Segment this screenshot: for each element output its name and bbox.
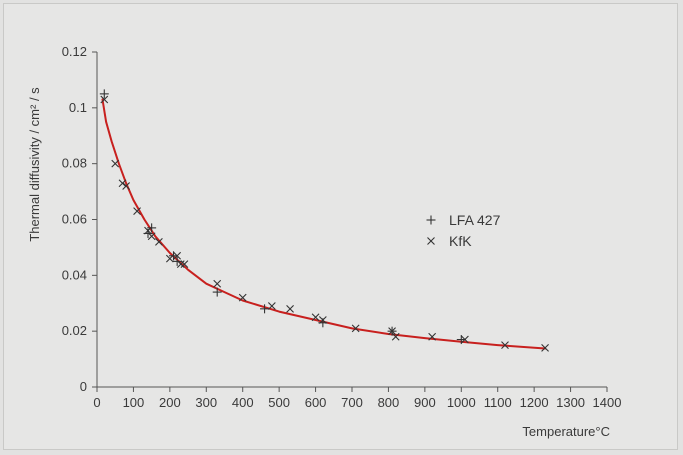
x-tick-label: 0 xyxy=(93,395,100,410)
x-tick-label: 700 xyxy=(341,395,363,410)
y-tick-label: 0.12 xyxy=(62,44,87,59)
x-marker-b xyxy=(318,316,327,324)
x-tick-label: 800 xyxy=(378,395,400,410)
x-marker-b xyxy=(165,254,174,263)
fit-curve-layer xyxy=(101,98,547,350)
x-tick-label: 300 xyxy=(195,395,217,410)
data-point-x xyxy=(180,260,189,269)
chart-svg: 0 100 200 300 400 500 600 700 800 900 1000 1100 1200… xyxy=(27,44,622,439)
data-point-plus xyxy=(260,304,270,314)
data-point-x xyxy=(541,344,549,352)
x-tick-label: 1300 xyxy=(556,395,585,410)
data-point-x xyxy=(351,324,360,333)
x-tick-label: 1400 xyxy=(593,395,622,410)
x-marker-b xyxy=(501,341,509,350)
legend-label: LFA 427 xyxy=(449,212,501,228)
x-marker-b xyxy=(155,237,163,246)
data-point-x xyxy=(122,182,131,190)
x-marker-b xyxy=(311,313,320,322)
fit-curve xyxy=(101,98,547,350)
x-marker-b xyxy=(118,179,127,188)
x-marker-b xyxy=(122,182,131,190)
legend-marker xyxy=(426,215,436,225)
data-point-x xyxy=(165,254,174,263)
x-marker-b xyxy=(213,279,222,288)
x-marker-b xyxy=(286,304,294,313)
data-point-plus xyxy=(147,223,157,233)
x-tick-label: 500 xyxy=(268,395,290,410)
x-marker-b xyxy=(144,226,152,235)
x-marker-b xyxy=(180,260,189,269)
legend-label: KfK xyxy=(449,233,472,249)
data-point-x xyxy=(388,327,396,336)
x-marker-b xyxy=(428,332,437,341)
y-tick-label: 0 xyxy=(80,379,87,394)
data-point-x xyxy=(155,237,163,246)
x-tick-label: 1200 xyxy=(520,395,549,410)
x-marker-b xyxy=(100,95,109,104)
data-point-x xyxy=(318,316,327,324)
data-point-x xyxy=(286,304,294,313)
x-marker-b xyxy=(351,324,360,333)
axes: 0 100 200 300 400 500 600 700 800 900 1000 1100 1200… xyxy=(62,44,622,410)
data-point-x xyxy=(213,279,222,288)
data-point-x xyxy=(100,95,109,104)
data-point-x xyxy=(428,332,437,341)
x-marker-b xyxy=(111,159,120,168)
data-point-x xyxy=(267,302,276,310)
x-tick-label: 900 xyxy=(414,395,436,410)
x-marker-b xyxy=(461,335,469,344)
data-point-x xyxy=(133,207,141,216)
data-point-x xyxy=(501,341,509,350)
legend: LFA 427 KfK xyxy=(426,212,501,249)
y-tick-label: 0.02 xyxy=(62,323,87,338)
x-marker-b xyxy=(176,260,185,269)
x-tick-label: 1000 xyxy=(447,395,476,410)
data-point-x xyxy=(147,232,156,241)
data-point-x xyxy=(173,251,182,260)
data-point-x xyxy=(391,332,400,341)
x-marker-b xyxy=(147,232,156,241)
data-point-x xyxy=(118,179,127,188)
x-marker-b xyxy=(388,327,396,336)
x-tick-label: 400 xyxy=(232,395,254,410)
x-marker-b xyxy=(133,207,141,216)
data-point-plus xyxy=(172,256,182,266)
x-tick-label: 600 xyxy=(305,395,327,410)
points-layer xyxy=(99,89,549,352)
x-tick-label: 1100 xyxy=(484,395,512,410)
x-marker-b xyxy=(427,237,435,245)
data-point-plus xyxy=(99,89,109,99)
x-tick-label: 200 xyxy=(159,395,181,410)
x-tick-label: 100 xyxy=(123,395,145,410)
data-point-x xyxy=(238,293,247,302)
legend-marker xyxy=(427,237,435,245)
data-point-x xyxy=(176,260,185,269)
y-axis-label: Thermal diffusivity / cm² / s xyxy=(27,87,42,242)
x-marker-b xyxy=(267,302,276,310)
x-marker-b xyxy=(541,344,549,352)
y-tick-label: 0.06 xyxy=(62,212,87,227)
data-point-plus xyxy=(212,287,222,297)
data-point-x xyxy=(461,335,469,344)
data-point-x xyxy=(111,159,120,168)
x-axis-label: Temperature°C xyxy=(522,424,610,439)
y-tick-label: 0.1 xyxy=(69,100,87,115)
x-marker-b xyxy=(391,332,400,341)
x-marker-b xyxy=(238,293,247,302)
y-tick-label: 0.08 xyxy=(62,156,87,171)
x-marker-b xyxy=(173,251,182,260)
data-point-x xyxy=(144,226,152,235)
chart-frame: 0 100 200 300 400 500 600 700 800 900 1000 1100 1200… xyxy=(3,3,678,450)
y-tick-label: 0.04 xyxy=(62,267,87,282)
data-point-x xyxy=(311,313,320,322)
